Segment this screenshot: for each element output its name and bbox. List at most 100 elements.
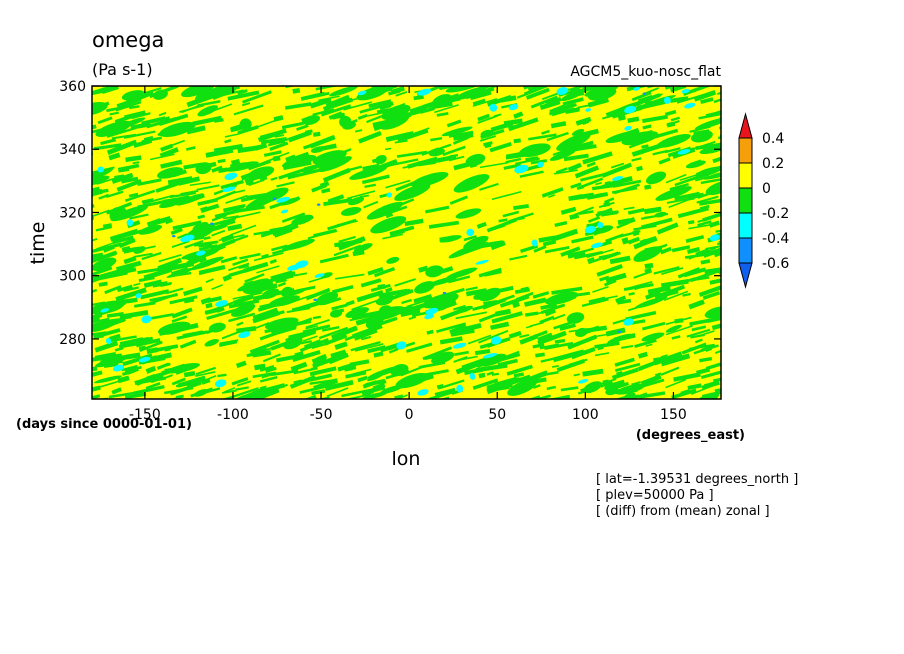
field-patch <box>272 197 277 200</box>
field-patch <box>477 114 498 124</box>
field-patch <box>431 351 455 364</box>
field-patch <box>723 205 731 211</box>
field-patch <box>158 254 182 263</box>
field-patch <box>396 341 407 350</box>
field-patch <box>349 314 377 322</box>
field-patch <box>703 243 721 258</box>
field-patch <box>724 287 734 293</box>
field-patch <box>520 244 539 253</box>
field-patch <box>357 90 367 96</box>
field-patch <box>260 229 280 238</box>
field-patch <box>587 216 601 223</box>
field-patch <box>400 198 415 206</box>
field-patch <box>566 312 585 324</box>
field-patch <box>227 90 260 101</box>
field-patch <box>519 334 530 338</box>
field-patch <box>507 117 539 132</box>
field-patch <box>217 167 229 174</box>
field-patch <box>531 239 538 247</box>
field-patch <box>656 133 691 148</box>
field-patch <box>438 86 465 91</box>
field-patch <box>390 86 405 95</box>
field-patch <box>453 304 466 311</box>
field-patch <box>260 137 287 145</box>
field-patch <box>402 162 423 169</box>
colorbar-label: -0.6 <box>762 256 789 272</box>
field-patch <box>579 247 594 254</box>
field-patch <box>501 352 521 362</box>
field-patch <box>138 224 163 235</box>
field-patch <box>578 210 594 215</box>
field-patch <box>535 352 545 358</box>
field-patch <box>213 118 224 123</box>
field-patch <box>607 210 619 216</box>
field-patch <box>677 267 701 279</box>
field-patch <box>224 139 232 144</box>
field-patch <box>314 273 325 278</box>
field-patch <box>228 387 259 399</box>
field-patch <box>476 221 487 229</box>
field-patch <box>204 338 219 347</box>
field-patch <box>100 308 110 313</box>
field-patch <box>439 336 463 345</box>
field-patch <box>659 246 672 255</box>
field-patch <box>432 94 453 107</box>
field-patch <box>726 329 744 338</box>
field-patch <box>70 100 88 106</box>
x-tick-label: -150 <box>129 407 161 423</box>
field-patch <box>215 379 227 388</box>
field-patch <box>559 323 576 331</box>
field-patch <box>395 373 429 389</box>
field-patch <box>684 102 696 109</box>
field-patch <box>571 128 585 136</box>
field-patch <box>525 87 550 100</box>
field-patch <box>544 246 570 254</box>
field-patch <box>109 228 139 242</box>
field-patch <box>499 294 530 308</box>
field-patch <box>265 366 277 374</box>
field-patch <box>193 240 218 247</box>
field-patch <box>166 267 195 278</box>
field-patch <box>635 150 644 156</box>
field-patch <box>309 97 332 109</box>
field-patch <box>670 96 689 103</box>
field-patch <box>690 268 721 283</box>
field-patch <box>453 161 471 171</box>
field-patch <box>237 89 248 96</box>
field-patch <box>194 225 228 234</box>
field-patch <box>474 349 491 356</box>
field-patch <box>722 308 739 317</box>
field-patch <box>97 116 113 125</box>
field-patch <box>534 370 559 378</box>
field-patch <box>556 87 569 95</box>
field-patch <box>292 87 301 94</box>
field-patch <box>629 281 653 289</box>
field-patch <box>469 372 476 380</box>
field-patch <box>446 119 462 128</box>
field-patch <box>103 245 115 253</box>
field-patch <box>157 321 191 335</box>
field-patch <box>252 310 280 324</box>
field-patch <box>556 133 591 151</box>
field-patch <box>666 196 695 204</box>
field-patch <box>92 317 101 328</box>
field-patch <box>78 172 92 179</box>
field-patch <box>341 388 371 398</box>
field-patch <box>556 358 585 373</box>
field-patch <box>141 251 162 261</box>
field-patch <box>92 353 123 362</box>
field-patch <box>190 256 224 271</box>
field-patch <box>385 179 411 189</box>
field-patch <box>614 183 640 195</box>
field-patch <box>615 295 627 303</box>
field-patch <box>592 286 609 293</box>
field-patch <box>455 86 486 100</box>
field-patch <box>694 338 703 344</box>
field-patch <box>478 329 509 344</box>
field-patch <box>293 379 303 386</box>
field-patch <box>92 299 93 308</box>
field-patch <box>215 300 228 307</box>
colorbar-max-arrow <box>738 112 753 139</box>
field-patch <box>217 158 226 164</box>
field-patch <box>287 264 302 271</box>
